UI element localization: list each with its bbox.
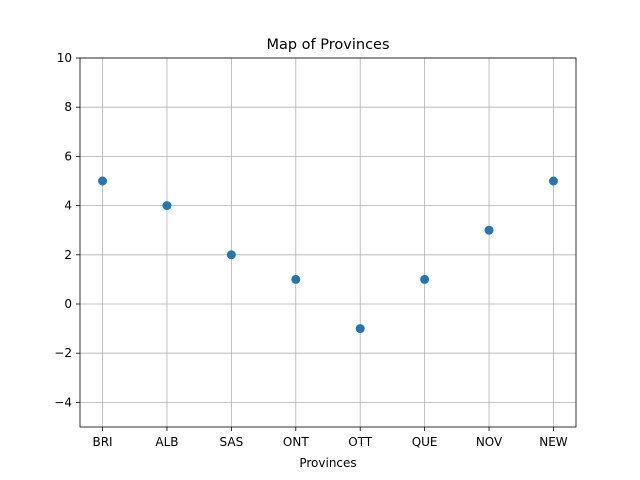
y-tick-label: −2 — [54, 346, 72, 360]
scatter-point — [484, 225, 494, 235]
scatter-point — [548, 176, 558, 186]
x-tick-label: ALB — [155, 435, 178, 449]
x-tick-label: SAS — [220, 435, 244, 449]
x-tick-label: NOV — [476, 435, 503, 449]
x-tick-label: NEW — [539, 435, 568, 449]
y-tick-label: 6 — [64, 149, 72, 163]
scatter-point — [420, 274, 430, 284]
x-tick-label: QUE — [412, 435, 438, 449]
grid-layer — [80, 57, 576, 427]
scatter-point — [226, 250, 236, 260]
x-tick-label: ONT — [283, 435, 309, 449]
plot-frame — [79, 57, 577, 428]
x-axis-label: Provinces — [299, 456, 356, 470]
y-tick-label: 4 — [64, 199, 72, 213]
y-tick-label: 0 — [64, 297, 72, 311]
scatter-point — [98, 176, 108, 186]
points-layer — [98, 176, 558, 334]
scatter-point — [355, 324, 365, 334]
chart-title: Map of Provinces — [266, 37, 389, 53]
y-tick-label: −4 — [54, 395, 72, 409]
ticks-layer: BRI ALB SAS ONT OTT QUE NOV NEW −4 −2 0 2 4 6 8 10 — [54, 51, 567, 449]
y-tick-label: 10 — [57, 51, 72, 65]
y-tick-label: 2 — [64, 248, 72, 262]
x-tick-label: OTT — [348, 435, 373, 449]
x-tick-label: BRI — [92, 435, 112, 449]
scatter-point — [162, 201, 172, 211]
scatter-point — [291, 274, 301, 284]
y-tick-label: 8 — [64, 100, 72, 114]
